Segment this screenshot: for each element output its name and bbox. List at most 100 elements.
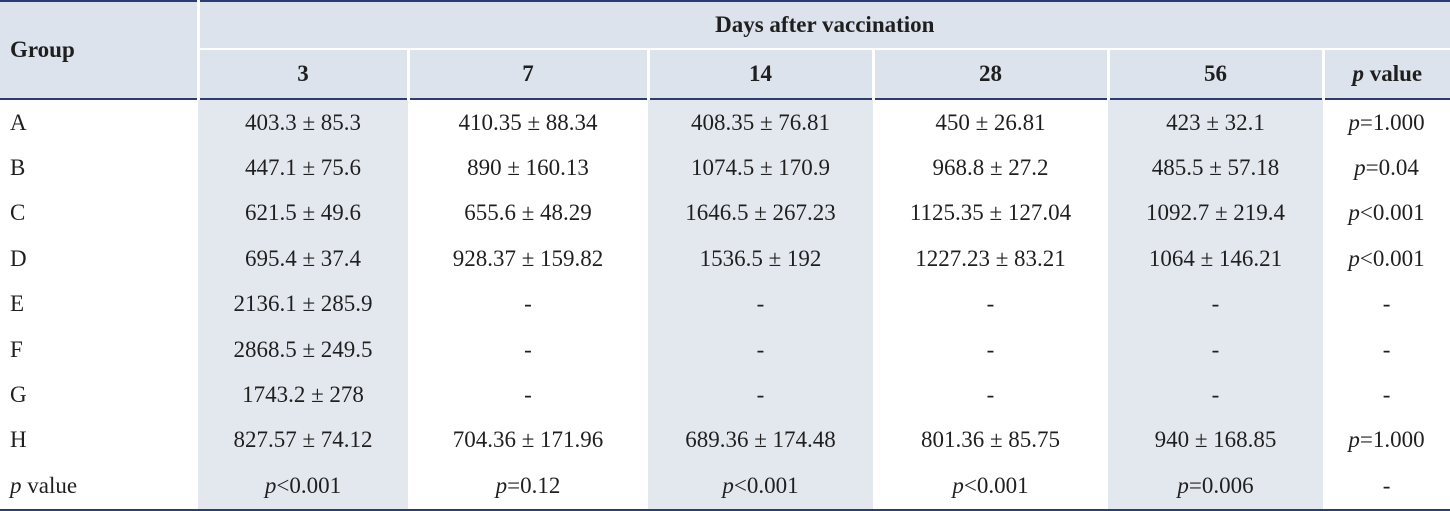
table-cell: 423 ± 32.1 [1108, 99, 1323, 146]
pvalue-cell: - [1323, 327, 1450, 372]
pvalue-row: p value p<0.001 p=0.12 p<0.001 p<0.001 p=0.00… [0, 463, 1450, 511]
pvalue-summary-cell: p=0.006 [1108, 463, 1323, 511]
day-column-header: 28 [873, 49, 1110, 100]
group-header: Group [0, 0, 200, 100]
group-label: A [10, 109, 27, 135]
table-cell: 928.37 ± 159.82 [452, 245, 604, 271]
days-after-vaccination-header: Days after vaccination [198, 0, 1450, 50]
table-row: G 1743.2 ± 278 - - - - - [0, 372, 1450, 418]
table-row: B 447.1 ± 75.6 890 ± 160.13 1074.5 ± 170.9 9… [0, 145, 1450, 191]
group-label: G [10, 382, 27, 408]
table-cell: - [986, 291, 995, 317]
pvalue-p: p [1348, 109, 1360, 135]
table-cell: 801.36 ± 85.75 [920, 427, 1061, 453]
table-row: A 403.3 ± 85.3 410.35 ± 88.34 408.35 ± 76.8… [0, 99, 1450, 146]
pvalue-header-p: p [1352, 61, 1364, 86]
pvalue-summary-rest: <0.001 [276, 472, 342, 498]
pvalue-cell: p=0.04 [1323, 145, 1450, 190]
table-cell: 1227.23 ± 83.21 [915, 245, 1066, 271]
table-cell: - [524, 291, 532, 317]
pvalue-summary-rest: <0.001 [963, 472, 1029, 498]
pvalue-summary-rest: =0.006 [1188, 472, 1254, 498]
pvalue-summary-cell: p<0.001 [873, 463, 1108, 511]
table-cell: - [986, 336, 995, 362]
table-cell: - [986, 382, 995, 408]
group-label: H [10, 427, 27, 453]
table-cell: 704.36 ± 171.96 [452, 427, 604, 453]
pvalue-rest: =1.000 [1359, 109, 1425, 135]
table-cell: - [1108, 281, 1323, 327]
day-column-header: 14 [648, 49, 875, 100]
pvalue-cell: p<0.001 [1323, 236, 1450, 281]
pvalue-summary-p: p [952, 472, 964, 498]
table-cell: 1092.7 ± 219.4 [1108, 190, 1323, 237]
group-label: B [10, 155, 26, 181]
table-cell: - [648, 372, 873, 418]
pvalue-summary-rest: =0.12 [507, 472, 561, 498]
table-cell: 1074.5 ± 170.9 [648, 145, 873, 191]
pvalue-summary-rest: <0.001 [733, 472, 799, 498]
pvalue-rest: <0.001 [1359, 200, 1425, 226]
pvalue-rest: =1.000 [1359, 427, 1425, 453]
group-label: D [10, 245, 27, 271]
pvalue-p: p [1348, 427, 1360, 453]
pvalue-summary-cell: p<0.001 [198, 463, 408, 511]
pvalue-p: p [1348, 200, 1360, 226]
day-column-header: 7 [408, 49, 650, 100]
table-cell: 890 ± 160.13 [467, 155, 589, 181]
pvalue-cell: p=1.000 [1323, 418, 1450, 463]
pvalue-cell: p<0.001 [1323, 191, 1450, 236]
table-cell: 940 ± 168.85 [1108, 417, 1323, 464]
table-cell: 403.3 ± 85.3 [198, 99, 408, 146]
table-cell: 1743.2 ± 278 [198, 372, 408, 418]
table-cell: 447.1 ± 75.6 [198, 145, 408, 191]
pvalue-p: p [1348, 245, 1360, 271]
table-cell: 827.57 ± 74.12 [198, 417, 408, 464]
table-cell: 450 ± 26.81 [935, 109, 1046, 135]
table-cell: - [1108, 372, 1323, 418]
pvalue-row-label-rest: value [21, 472, 78, 498]
table-cell: 655.6 ± 48.29 [464, 200, 592, 226]
pvalue-summary-cell: p<0.001 [648, 463, 873, 511]
pvalue-rest: <0.001 [1359, 245, 1425, 271]
table-cell: - [648, 326, 873, 373]
table-cell: 1064 ± 146.21 [1108, 236, 1323, 282]
pvalue-cell: p=1.000 [1323, 99, 1450, 145]
table-cell: 1125.35 ± 127.04 [909, 200, 1072, 226]
table-cell: - [524, 336, 532, 362]
table-row: H 827.57 ± 74.12 704.36 ± 171.96 689.36 ± 1… [0, 417, 1450, 464]
table-cell: - [1108, 326, 1323, 373]
pvalue-header-rest: value [1363, 61, 1423, 86]
table-cell: - [524, 382, 532, 408]
table-cell: 410.35 ± 88.34 [458, 109, 598, 135]
pvalue-rest: - [1382, 291, 1391, 317]
table-cell: 2136.1 ± 285.9 [198, 281, 408, 327]
pvalue-rest: - [1382, 336, 1391, 362]
pvalue-summary-p: p [722, 472, 734, 498]
pvalue-summary-p: p [264, 472, 277, 498]
table-cell: 695.4 ± 37.4 [198, 236, 408, 282]
pvalue-summary-last: - [1323, 463, 1450, 511]
pvalue-cell: - [1323, 372, 1450, 417]
pvalue-p: p [1354, 155, 1366, 181]
pvalue-summary-p: p [495, 472, 508, 498]
table-row: E 2136.1 ± 285.9 - - - - - [0, 281, 1450, 327]
table-cell: 621.5 ± 49.6 [198, 190, 408, 237]
pvalue-rest: - [1382, 382, 1391, 408]
table-row: F 2868.5 ± 249.5 - - - - - [0, 326, 1450, 373]
table-cell: 1536.5 ± 192 [648, 236, 873, 282]
group-label: C [10, 200, 26, 226]
table-cell: 485.5 ± 57.18 [1108, 145, 1323, 191]
pvalue-summary-p: p [1177, 472, 1189, 498]
group-label: E [10, 291, 25, 317]
pvalue-cell: - [1323, 282, 1450, 327]
pvalue-row-label: p value [0, 463, 198, 511]
pvalue-rest: =0.04 [1365, 155, 1419, 181]
group-label: F [10, 336, 23, 362]
day-column-header: 56 [1108, 49, 1325, 100]
pvalue-row-label-p: p [10, 472, 22, 498]
table-cell: - [648, 281, 873, 327]
day-column-header: 3 [198, 49, 410, 100]
